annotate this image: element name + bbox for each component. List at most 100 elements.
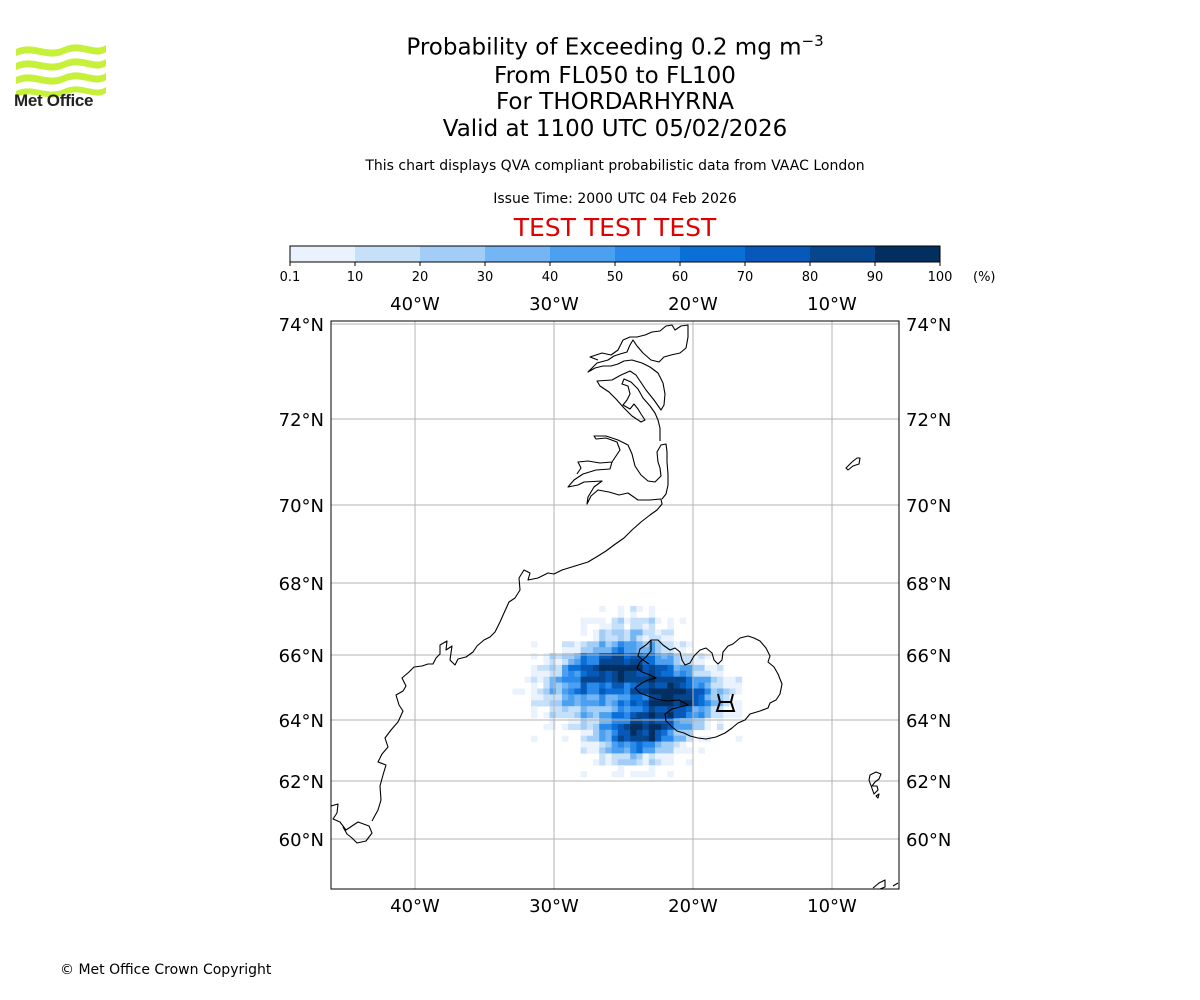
plume-cell [679,712,687,719]
plume-cell [617,676,625,683]
plume-cell [555,653,563,660]
plume-cell [636,688,643,695]
plume-cell [723,700,730,707]
plume-cell [679,641,687,648]
plume-cell [605,741,612,748]
plume-cell [611,729,619,736]
plume-cell [586,729,594,736]
plume-cell [605,664,612,672]
lon-label-top: 20°W [668,294,718,315]
plume-cell [686,676,693,683]
plume-cell [580,617,588,624]
plume-cell [648,617,656,624]
plume-cell [593,629,600,636]
issue-time: Issue Time: 2000 UTC 04 Feb 2026 [493,191,737,207]
plume-cell [710,700,718,707]
colorbar-segment [680,246,746,262]
plume-cell [605,753,612,760]
plume-cell [624,670,631,677]
plume-cell [692,688,699,695]
plume-cell [698,682,705,689]
plume-cell [642,688,650,695]
plume-cell [655,712,662,719]
plume-cell [568,641,575,648]
plume-cell [698,664,705,672]
plume-cell [537,664,544,672]
plume-cell [580,735,588,742]
lat-label-left: 64°N [279,711,324,732]
title-text: Probability of Exceeding 0.2 mg m [406,34,802,61]
lon-label-bottom: 40°W [390,896,440,917]
plume-cell [624,676,631,683]
plume-cell [562,700,569,707]
plume-cell [586,682,594,689]
plume-cell [599,664,606,672]
plume-cell [617,753,625,760]
plume-cell [630,641,637,648]
plume-cell [710,706,718,713]
plume-cell [593,694,600,701]
plume-cell [729,712,736,719]
plume-cell [642,664,650,672]
plume-cell [692,694,699,701]
plume-cell [648,629,656,636]
plume-cell [698,676,705,683]
plume-cell [710,712,718,719]
lat-label-right: 68°N [906,574,951,595]
plume-cell [586,723,594,731]
jan-mayen-coastline [845,457,861,471]
faroe-islands-coastline [868,771,882,799]
lat-label-right: 62°N [906,772,951,793]
plume-cell [630,735,637,742]
plume-cell [686,718,693,725]
plume-cell [531,706,538,713]
plume-cell [648,623,656,630]
plume-cell [630,771,637,778]
plume-cell [617,741,625,748]
test-banner: TEST TEST TEST [513,213,717,242]
plume-cell [723,712,730,719]
plume-cell [648,741,656,748]
plume-cell [655,759,662,766]
plume-cell [605,641,612,648]
plume-cell [549,694,557,701]
plume-cell [617,759,625,766]
plume-cell [667,629,674,636]
plume-cell [599,694,606,701]
plume-cell [599,653,606,660]
plume-cell [586,694,594,701]
plume-cell [568,682,575,689]
plume-cell [642,647,650,654]
plume-cell [593,617,600,624]
plume-cell [673,741,681,748]
plume-cell [729,688,736,695]
colorbar-unit: (%) [973,270,996,285]
plume-cell [586,647,594,654]
plume-cell [624,712,631,719]
plume-cell [648,682,656,689]
plume-cell [586,670,594,677]
lat-label-left: 62°N [279,772,324,793]
plume-cell [512,688,519,695]
lat-label-left: 70°N [279,496,324,517]
plume-cell [617,670,625,677]
plume-cell [636,676,643,683]
plume-cell [605,670,612,677]
plume-cell [648,635,656,642]
colorbar-segment [745,246,811,262]
plume-cell [661,664,668,672]
plume-cell [624,753,631,760]
plume-cell [692,653,699,660]
plume-cell [586,735,594,742]
plume-cell [580,694,588,701]
plume-cell [686,700,693,707]
disclaimer-text: This chart displays QVA compliant probab… [365,158,865,174]
plume-cell [593,682,600,689]
plume-cell [679,647,687,654]
plume-cell [673,688,681,695]
plume-cell [661,694,668,701]
plume-cell [537,694,544,701]
plume-cell [555,670,563,677]
plume-cell [574,723,581,731]
plume-cell [673,747,681,754]
